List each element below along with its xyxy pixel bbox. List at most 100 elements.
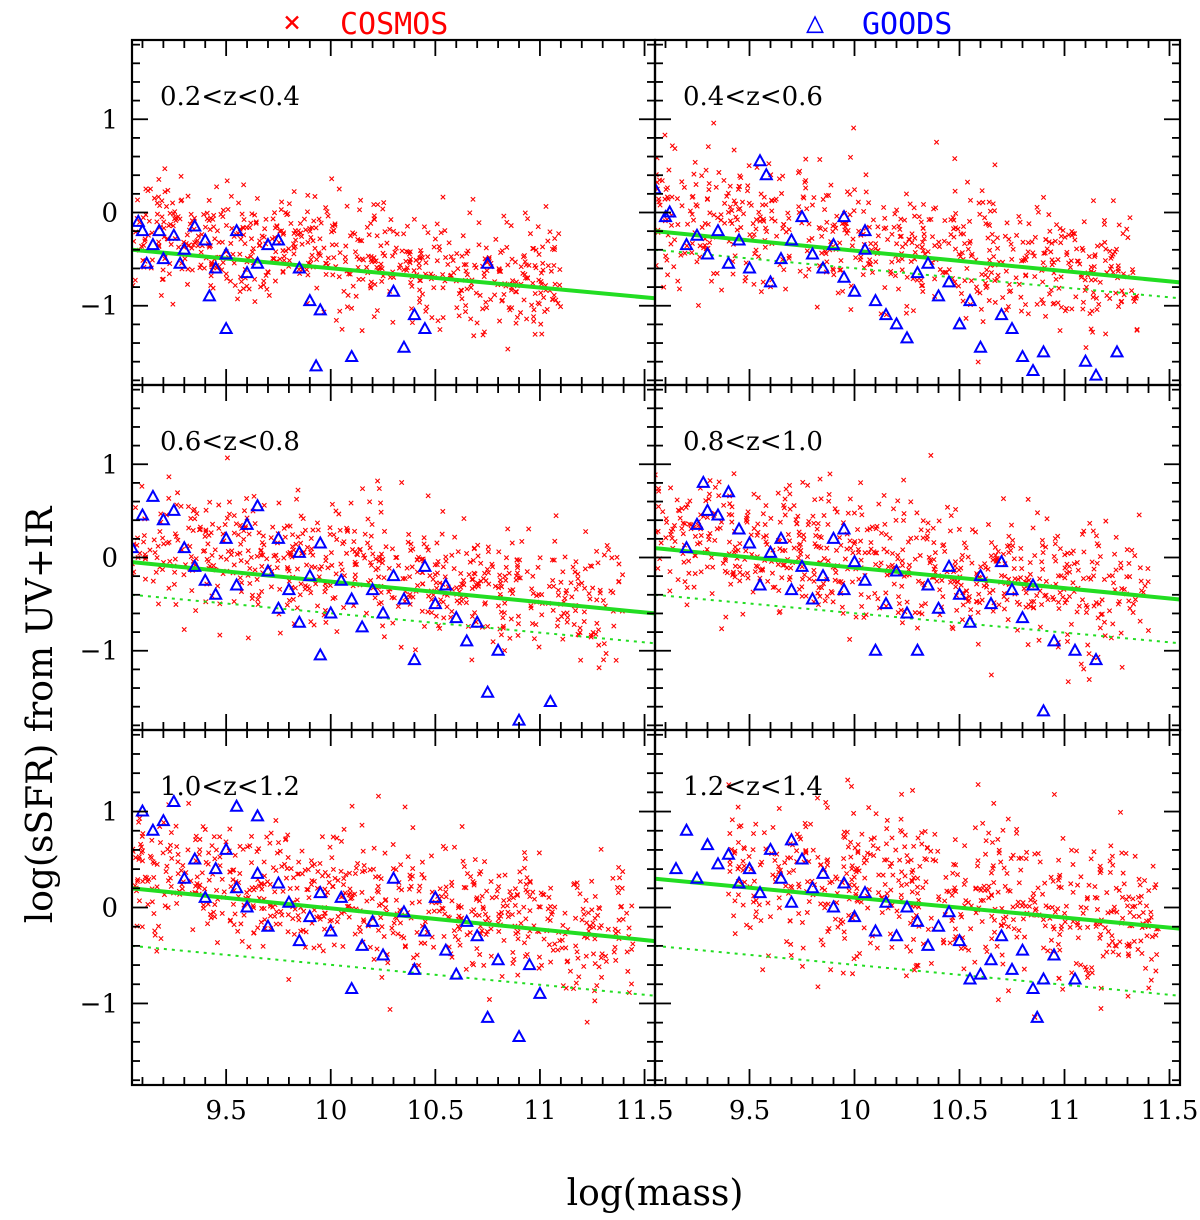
cosmos-point — [1093, 533, 1100, 539]
cosmos-point — [898, 816, 904, 822]
cosmos-point — [796, 204, 802, 210]
cosmos-point — [590, 629, 596, 636]
cosmos-point — [318, 564, 325, 570]
cosmos-point — [1023, 590, 1029, 596]
cosmos-point — [869, 269, 876, 276]
cosmos-point — [146, 218, 152, 224]
cosmos-point — [478, 560, 484, 566]
cosmos-point — [308, 881, 315, 888]
cosmos-point — [933, 858, 939, 864]
cosmos-point — [914, 277, 920, 283]
cosmos-point — [294, 897, 300, 903]
cosmos-point — [209, 552, 215, 558]
cosmos-point — [989, 936, 995, 942]
cosmos-point — [579, 917, 585, 923]
cosmos-point — [861, 925, 867, 931]
cosmos-point — [991, 800, 997, 806]
cosmos-point — [549, 557, 555, 563]
cosmos-point — [1110, 862, 1116, 868]
goods-point — [1088, 367, 1104, 381]
cosmos-point — [463, 261, 469, 268]
cosmos-point — [802, 820, 808, 826]
cosmos-point — [876, 872, 882, 878]
cosmos-point — [237, 870, 243, 877]
cosmos-point — [988, 892, 995, 899]
goods-point — [1025, 362, 1041, 377]
cosmos-point — [584, 935, 590, 941]
cosmos-point — [151, 860, 157, 866]
cosmos-point — [249, 249, 256, 255]
cosmos-point — [614, 554, 620, 560]
cosmos-point — [746, 853, 752, 860]
cosmos-point — [240, 286, 247, 292]
goods-point — [480, 684, 495, 698]
cosmos-point — [539, 612, 545, 618]
cosmos-point — [1116, 598, 1122, 605]
cosmos-point — [899, 256, 905, 262]
goods-points — [668, 822, 1083, 1023]
cosmos-point — [1086, 651, 1092, 657]
cosmos-point — [867, 257, 873, 263]
goods-point — [344, 348, 359, 363]
cosmos-point — [841, 856, 847, 862]
cosmos-point — [911, 967, 918, 973]
cosmos-point — [920, 248, 926, 254]
cosmos-point — [1111, 551, 1118, 557]
cosmos-point — [762, 521, 768, 528]
cosmos-point — [249, 592, 256, 598]
cosmos-point — [516, 909, 522, 915]
cosmos-point — [838, 257, 844, 264]
cosmos-point — [174, 490, 181, 496]
cosmos-point — [329, 176, 335, 182]
cosmos-point — [248, 236, 255, 242]
cosmos-point — [759, 567, 766, 573]
cosmos-point — [959, 617, 966, 623]
cosmos-point — [983, 285, 989, 291]
cosmos-point — [551, 262, 557, 269]
cosmos-point — [443, 558, 449, 564]
cosmos-point — [555, 617, 561, 623]
cosmos-point — [603, 953, 609, 959]
panel-label: 1.0<z<1.2 — [160, 772, 300, 802]
cosmos-point — [1008, 522, 1015, 528]
cosmos-point — [671, 237, 678, 243]
cosmos-point — [846, 888, 852, 894]
goods-point — [784, 232, 799, 246]
cosmos-point — [999, 952, 1005, 958]
cosmos-point — [496, 911, 502, 917]
cosmos-point — [327, 844, 333, 850]
goods-point — [1078, 353, 1093, 367]
cosmos-point — [1008, 241, 1014, 247]
cosmos-point — [194, 880, 200, 887]
cosmos-point — [145, 188, 151, 194]
cosmos-point — [904, 944, 910, 950]
cosmos-point — [1080, 576, 1087, 582]
cosmos-point — [517, 869, 523, 875]
cosmos-point — [1078, 661, 1084, 667]
cosmos-point — [588, 632, 594, 638]
cosmos-point — [780, 225, 786, 232]
cosmos-point — [1107, 295, 1113, 302]
cosmos-point — [920, 288, 926, 295]
cosmos-point — [536, 301, 542, 307]
cosmos-point — [596, 905, 602, 911]
cosmos-point — [1089, 559, 1095, 565]
cosmos-point — [518, 920, 524, 926]
goods-point — [710, 223, 726, 237]
cosmos-point — [800, 945, 806, 951]
cosmos-point — [705, 533, 712, 539]
legend-marker-cosmos: × — [283, 5, 301, 40]
cosmos-point — [197, 847, 203, 853]
cosmos-point — [1021, 934, 1028, 940]
cosmos-point — [1025, 249, 1031, 255]
cosmos-point — [706, 496, 712, 502]
cosmos-point — [175, 537, 181, 543]
cosmos-point — [953, 584, 959, 590]
cosmos-point — [817, 862, 824, 868]
cosmos-point — [925, 926, 931, 933]
cosmos-point — [956, 526, 962, 532]
cosmos-point — [316, 943, 323, 949]
cosmos-point — [375, 883, 381, 889]
goods-point — [480, 255, 495, 269]
cosmos-point — [140, 830, 146, 837]
